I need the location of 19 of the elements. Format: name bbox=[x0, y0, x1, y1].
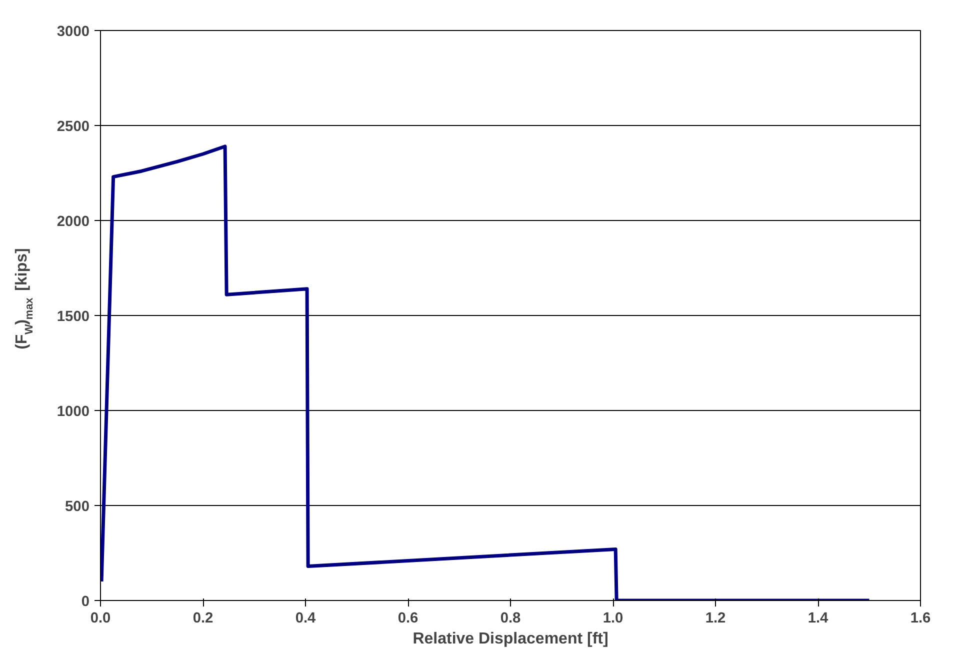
y-tick-label: 2500 bbox=[56, 119, 90, 135]
x-tick-label: 1.0 bbox=[602, 610, 624, 626]
x-tick-label: 0.8 bbox=[500, 610, 521, 626]
y-tick-label: 1500 bbox=[56, 309, 90, 325]
y-tick-label: 0 bbox=[81, 594, 90, 610]
x-tick-label: 1.6 bbox=[910, 610, 931, 626]
y-tick-label: 2000 bbox=[56, 214, 90, 230]
y-tick-label: 3000 bbox=[56, 24, 90, 40]
x-tick-label: 0.2 bbox=[192, 610, 214, 626]
x-tick-label: 0.6 bbox=[398, 610, 418, 626]
y-tick-label: 500 bbox=[65, 499, 90, 515]
x-tick-label: 0.4 bbox=[295, 610, 317, 626]
line-series bbox=[100, 144, 871, 600]
y-axis-title: (FW)max [kips] bbox=[14, 248, 36, 350]
x-tick-label: 0.0 bbox=[90, 610, 111, 626]
y-tick-label: 1000 bbox=[56, 404, 90, 420]
x-tick-label: 1.2 bbox=[705, 610, 726, 626]
x-tick-label: 1.4 bbox=[808, 610, 830, 626]
x-axis-title: Relative Displacement [ft] bbox=[412, 630, 608, 648]
